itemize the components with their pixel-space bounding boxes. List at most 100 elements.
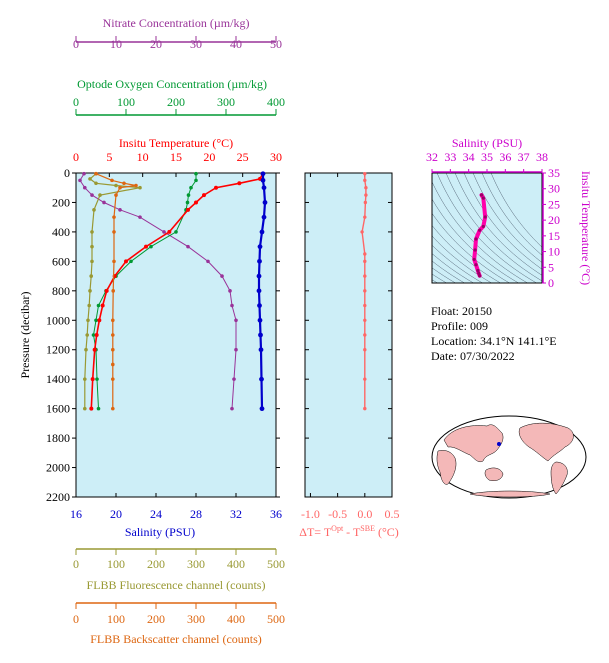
fluorescence-tick-label: 200: [147, 557, 165, 571]
ts-xtick-label: 34: [463, 150, 475, 164]
delta-t-point: [363, 200, 368, 205]
delta-t-panel-background: [304, 172, 393, 498]
delta-t-point: [363, 178, 367, 183]
pressure-tick-label: 2200: [46, 490, 70, 504]
fluorescence-point: [88, 177, 92, 181]
nitrate-point: [90, 193, 94, 197]
density-contour: [436, 173, 538, 283]
delta-t-point: [363, 318, 367, 322]
world-map: [431, 415, 587, 499]
delta-t-axes: -1.0 -0.5 0.0 0.5: [301, 172, 400, 521]
salinity-point: [260, 171, 266, 177]
salinity-point: [261, 214, 267, 220]
ts-point: [481, 224, 485, 229]
backscatter-tick-label: 100: [107, 612, 125, 626]
delta-t-tick-label: -1.0: [301, 507, 320, 521]
nitrate-tick-label: 30: [190, 37, 202, 51]
ts-point: [472, 257, 476, 262]
delta-t-series: [360, 172, 368, 411]
land-africa: [436, 450, 457, 485]
delta-t-point: [363, 215, 367, 219]
temperature-point: [237, 181, 242, 186]
density-contour-group: [432, 173, 542, 283]
density-contour: [463, 173, 542, 270]
density-contour: [432, 181, 529, 283]
ts-ytick-label: 20: [548, 213, 560, 227]
fluorescence-point: [86, 318, 90, 323]
oxygen-point: [194, 178, 198, 183]
float-id: Float: 20150: [431, 304, 493, 318]
ts-point: [477, 271, 481, 275]
oxygen-tick-label: 300: [217, 95, 235, 109]
pressure-tick-label: 1200: [46, 343, 70, 357]
nitrate-point: [138, 215, 142, 219]
float-info: Float: 20150 Profile: 009 Location: 34.1…: [431, 304, 557, 364]
backscatter-tick-label: 200: [147, 612, 165, 626]
ts-point: [473, 248, 477, 252]
pressure-tick-label: 2000: [46, 461, 70, 475]
salinity-tick-label: 24: [150, 507, 162, 521]
land-south-america: [550, 461, 568, 495]
delta-t-point: [363, 377, 367, 381]
fluorescence-point: [138, 185, 142, 190]
delta-t-tick-label: 0.0: [357, 507, 372, 521]
oxygen-axis-title: Optode Oxygen Concentration (µm/kg): [77, 77, 267, 91]
pressure-tick-label: 1800: [46, 431, 70, 445]
backscatter-point: [114, 193, 118, 197]
density-contour: [445, 173, 542, 282]
fluorescence-tick-label: 0: [73, 557, 79, 571]
fluorescence-point: [94, 181, 98, 186]
temperature-point: [202, 193, 206, 198]
temperature-tick-label: 15: [170, 150, 182, 164]
ts-xtick-label: 35: [481, 150, 493, 164]
fluorescence-axis-title: FLBB Fluorescence channel (counts): [87, 578, 266, 592]
delta-t-point: [364, 193, 368, 197]
fluorescence-point: [90, 244, 94, 249]
salinity-point: [259, 376, 264, 382]
salinity-point: [256, 288, 262, 294]
ts-xtick-label: 36: [499, 150, 511, 164]
ts-point: [474, 263, 478, 267]
nitrate-point: [234, 347, 238, 352]
salinity-point: [259, 406, 265, 412]
delta-t-tick-label: -0.5: [328, 507, 347, 521]
ts-series: [472, 193, 488, 278]
delta-t-tick-label: 0.5: [385, 507, 400, 521]
density-contour: [432, 235, 493, 283]
oxygen-point: [149, 244, 153, 249]
backscatter-point: [111, 318, 115, 323]
temperature-point: [214, 185, 218, 190]
backscatter-point: [111, 362, 115, 367]
backscatter-point: [134, 183, 138, 188]
main-axes: 0200400600800100012001400160018002000220…: [46, 36, 285, 626]
pressure-tick-label: 200: [52, 195, 70, 209]
backscatter-tick-label: 300: [187, 612, 205, 626]
salinity-point: [258, 347, 264, 353]
fluorescence-point: [90, 230, 94, 234]
fluorescence-point: [92, 208, 96, 212]
salinity-tick-label: 32: [230, 507, 242, 521]
pressure-tick-label: 800: [52, 284, 70, 298]
float-location: Location: 34.1°N 141.1°E: [431, 334, 557, 348]
fluorescence-point: [98, 193, 102, 197]
density-contour: [481, 173, 542, 256]
temperature-point: [92, 347, 97, 352]
ts-ytick-label: 30: [548, 182, 560, 196]
salinity-point: [257, 303, 262, 308]
temperature-point: [124, 259, 128, 264]
delta-t-point: [363, 274, 367, 278]
nitrate-point: [228, 289, 232, 293]
ts-ytick-label: 5: [548, 260, 554, 274]
salinity-point: [259, 229, 265, 235]
delta-t-point: [363, 348, 367, 352]
backscatter-axis-title: FLBB Backscatter channel (counts): [90, 632, 262, 646]
temperature-axis-title: Insitu Temperature (°C): [119, 136, 233, 150]
density-contour: [432, 253, 475, 283]
temperature-point: [167, 229, 172, 234]
temperature-profile-line: [90, 173, 264, 409]
fluorescence-point: [114, 183, 118, 188]
fluorescence-profile-line: [84, 173, 141, 409]
temperature-point: [89, 406, 94, 411]
oxygen-point: [94, 318, 98, 323]
backscatter-tick-label: 500: [267, 612, 285, 626]
